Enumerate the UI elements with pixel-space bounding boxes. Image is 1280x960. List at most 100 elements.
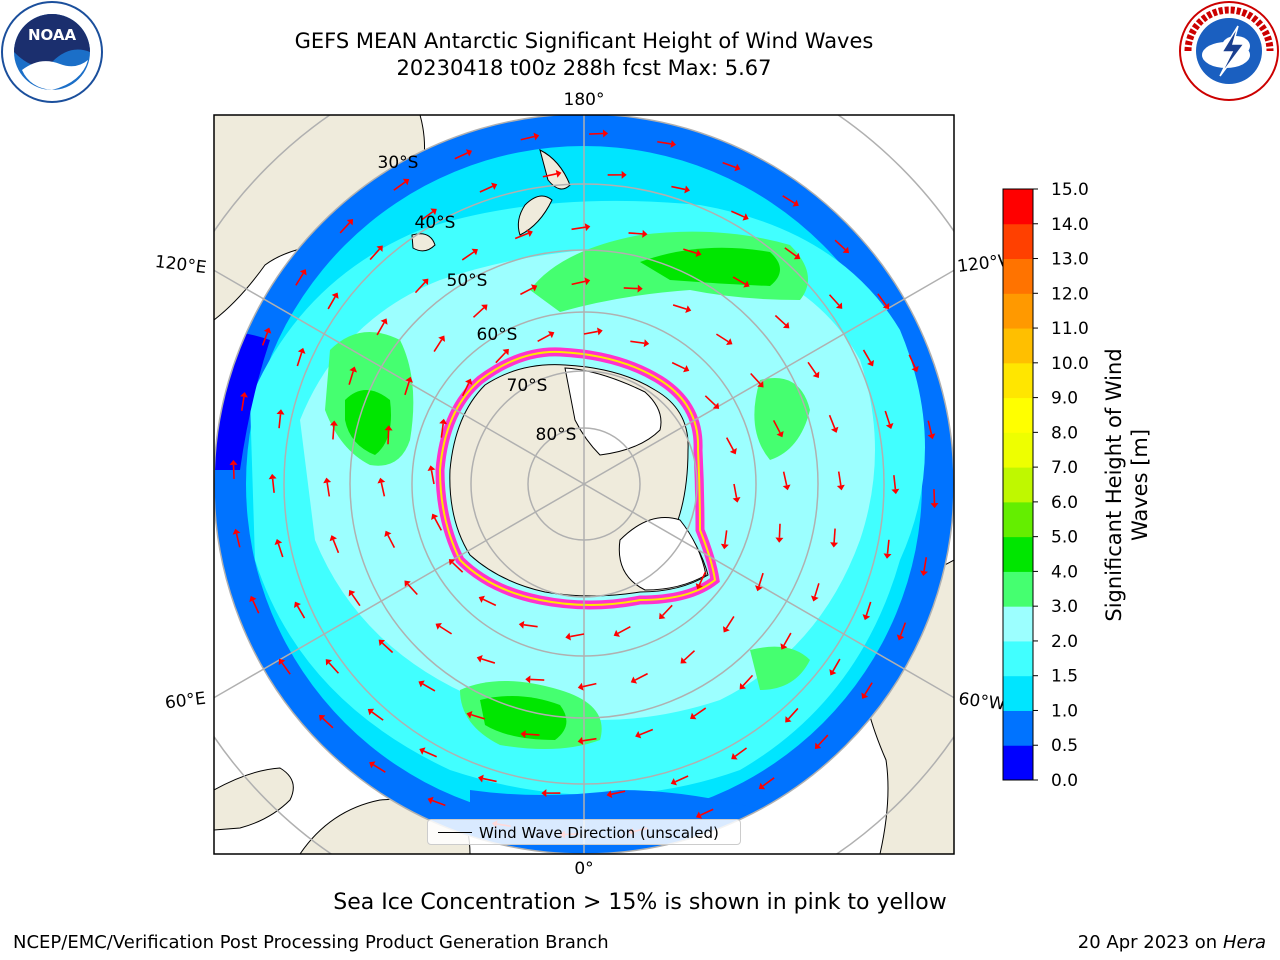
wind-arrow-head-icon	[643, 339, 650, 348]
wind-arrow-shaft	[828, 294, 840, 306]
wind-arrow-shaft	[278, 414, 282, 429]
wind-arrow-head-icon	[380, 318, 388, 325]
wind-arrow-head-icon	[318, 714, 326, 722]
wind-arrow-shaft	[923, 557, 928, 572]
wind-arrow-shaft	[583, 330, 598, 335]
wind-arrow-head-icon	[229, 459, 238, 466]
wind-arrow-shaft	[481, 658, 496, 664]
colorbar-tick-label: 0.0	[1051, 771, 1078, 791]
wind-arrow-head-icon	[439, 418, 448, 425]
wind-arrow-shaft	[439, 625, 453, 635]
wind-arrow-head-icon	[422, 278, 429, 286]
sea-ice-note: Sea Ice Concentration > 15% is shown in …	[333, 890, 947, 915]
wind-arrow-shaft	[461, 251, 475, 261]
wind-arrow-shaft	[422, 683, 436, 692]
wind-arrow-head-icon	[830, 542, 839, 548]
wind-arrow-head-icon	[249, 595, 257, 603]
wind-arrow-shaft	[724, 530, 728, 545]
wind-arrow-shaft	[933, 489, 936, 504]
wind-arrow-shaft	[704, 395, 717, 407]
wind-arrow-shaft	[296, 352, 303, 367]
wind-arrow-head-icon	[293, 601, 301, 608]
wind-arrow-shaft	[571, 280, 586, 286]
wind-arrow-head-icon	[448, 559, 456, 566]
colorbar-title-line1: Significant Height of Wind	[1102, 348, 1126, 621]
wind-arrow-head-icon	[670, 778, 677, 786]
wind-arrow-head-icon	[836, 484, 845, 491]
wind-arrow-shaft	[520, 135, 535, 141]
wind-arrow-head-icon	[427, 796, 434, 805]
wind-arrow-head-icon	[720, 543, 729, 550]
wind-arrow-head-icon	[776, 430, 784, 438]
wind-arrow-head-icon	[659, 612, 666, 620]
colorbar-segment	[1003, 745, 1033, 781]
wind-arrow-head-icon	[911, 365, 919, 373]
wind-arrow-head-icon	[680, 657, 687, 664]
wind-arrow-head-icon	[712, 402, 720, 409]
wind-arrow-shaft	[683, 650, 696, 661]
wind-arrow-shaft	[623, 287, 638, 290]
wind-arrow-head-icon	[349, 366, 358, 373]
colorbar-segment	[1003, 675, 1033, 711]
wind-arrow-head-icon	[405, 376, 413, 383]
wind-arrow-head-icon	[369, 761, 376, 769]
wind-arrows	[229, 129, 939, 839]
colorbar-tick-label: 6.0	[1051, 493, 1078, 513]
wind-arrow-shaft	[671, 185, 686, 191]
wind-arrow-head-icon	[478, 595, 485, 603]
legend: Wind Wave Direction (unscaled)	[427, 819, 741, 845]
wind-arrow-shaft	[472, 307, 485, 318]
wind-arrow-head-icon	[731, 752, 738, 760]
wind-arrow-shaft	[387, 430, 390, 445]
wind-arrow-shaft	[628, 232, 643, 235]
colorbar-tick-label: 14.0	[1051, 215, 1089, 235]
wind-arrow-head-icon	[232, 528, 241, 535]
wind-arrow-head-icon	[384, 530, 392, 538]
noaa-logo-text: NOAA	[28, 26, 77, 44]
wind-arrow-head-icon	[329, 420, 338, 426]
wind-arrow-shaft	[893, 475, 897, 490]
lat-label-70s: 70°S	[507, 376, 548, 396]
colorbar-tick-label: 2.0	[1051, 632, 1078, 652]
wind-arrow-head-icon	[466, 710, 473, 719]
colorbar-tick-label: 10.0	[1051, 354, 1089, 374]
wind-arrow-shaft	[778, 523, 781, 538]
wind-arrow-shaft	[471, 714, 485, 720]
wind-arrow-shaft	[782, 471, 788, 486]
colorbar-segment	[1003, 223, 1033, 260]
wind-arrow-shaft	[372, 764, 386, 773]
wind-arrow-shaft	[332, 425, 335, 440]
wind-arrow-shaft	[271, 478, 275, 493]
wind-arrow-shaft	[725, 615, 735, 629]
colorbar-tick-label: 9.0	[1051, 389, 1078, 409]
wind-arrow-head-icon	[548, 331, 555, 339]
legend-label: Wind Wave Direction (unscaled)	[479, 824, 719, 842]
wind-arrow-head-icon	[722, 626, 730, 633]
wind-arrow-head-icon	[438, 335, 446, 342]
wind-arrow-head-icon	[729, 448, 737, 455]
wind-arrow-head-icon	[419, 747, 426, 755]
wind-arrow-head-icon	[684, 185, 691, 194]
wind-arrow-head-icon	[695, 583, 703, 590]
wind-arrow-head-icon	[920, 570, 928, 577]
wind-arrow-head-icon	[785, 716, 792, 723]
wind-arrow-head-icon	[577, 736, 584, 745]
wind-arrow-head-icon	[642, 229, 648, 238]
wind-arrow-shaft	[617, 625, 631, 635]
legend-line-icon	[438, 832, 472, 833]
wind-arrow-head-icon	[726, 338, 733, 346]
wind-arrow-shaft	[762, 777, 775, 787]
wind-arrow-shaft	[454, 152, 468, 160]
wind-arrow-head-icon	[541, 789, 547, 798]
wind-arrow-head-icon	[734, 163, 741, 172]
land-africa	[214, 767, 294, 831]
colorbar-segment	[1003, 536, 1033, 572]
colorbar-segment	[1003, 293, 1033, 329]
wind-arrow-head-icon	[584, 277, 591, 286]
wind-arrow-head-icon	[299, 269, 307, 276]
wind-arrow-shaft	[404, 381, 410, 396]
wind-arrow-shaft	[571, 226, 586, 231]
colorbar-tick-label: 3.0	[1051, 597, 1078, 617]
wind-arrow-head-icon	[742, 213, 749, 221]
